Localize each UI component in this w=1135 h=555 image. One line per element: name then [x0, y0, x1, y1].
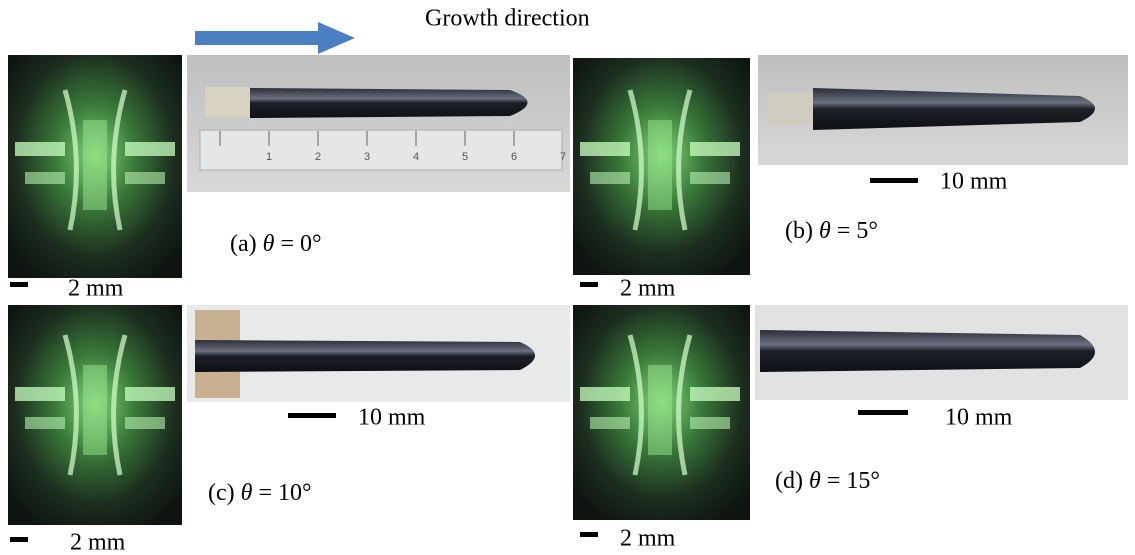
- panel-prefix: (a): [230, 231, 257, 257]
- panel-label: (a) θ = 0°: [230, 231, 322, 257]
- growth-label: Growth direction: [425, 6, 590, 32]
- figure: Growth direction: [0, 0, 1135, 555]
- panel-prefix: (c): [208, 480, 235, 506]
- scale-label: 2 mm: [620, 276, 676, 302]
- panel-angle: = 10°: [258, 480, 311, 506]
- ruler-label: 3: [364, 151, 370, 163]
- ruler-label: 7: [560, 151, 566, 163]
- panel-angle: = 15°: [827, 468, 880, 494]
- panel-symbol: θ: [819, 218, 831, 244]
- ruler-label: 1: [266, 151, 272, 163]
- panel-angle: = 0°: [280, 231, 321, 257]
- crystal-photo: [755, 305, 1128, 400]
- panel-label: (b) θ = 5°: [785, 218, 878, 244]
- ruler-label: 2: [315, 151, 321, 163]
- laue-image: [573, 305, 750, 520]
- panel-symbol: θ: [241, 480, 253, 506]
- panel-symbol: θ: [809, 468, 821, 494]
- ruler-label: 6: [511, 151, 517, 163]
- scale-label: 10 mm: [945, 405, 1013, 431]
- panel-symbol: θ: [263, 231, 275, 257]
- laue-image: [8, 305, 182, 525]
- panel-label: (c) θ = 10°: [208, 480, 312, 506]
- laue-image: [573, 58, 750, 275]
- panel-angle: = 5°: [837, 218, 878, 244]
- ruler-label: 4: [413, 151, 419, 163]
- laue-image: [8, 55, 182, 278]
- panel-prefix: (d): [775, 468, 803, 494]
- crystal-photo: [187, 55, 570, 192]
- panel-label: (d) θ = 15°: [775, 468, 880, 494]
- scale-label: 10 mm: [940, 169, 1008, 195]
- growth-arrow: [195, 22, 355, 54]
- panel-prefix: (b): [785, 218, 813, 244]
- scale-label: 2 mm: [70, 530, 126, 555]
- scale-label: 2 mm: [620, 526, 676, 552]
- scale-label: 10 mm: [358, 405, 426, 431]
- crystal-photo: [758, 55, 1128, 165]
- ruler-label: 5: [462, 151, 468, 163]
- scale-label: 2 mm: [68, 276, 124, 302]
- crystal-photo: [187, 305, 570, 402]
